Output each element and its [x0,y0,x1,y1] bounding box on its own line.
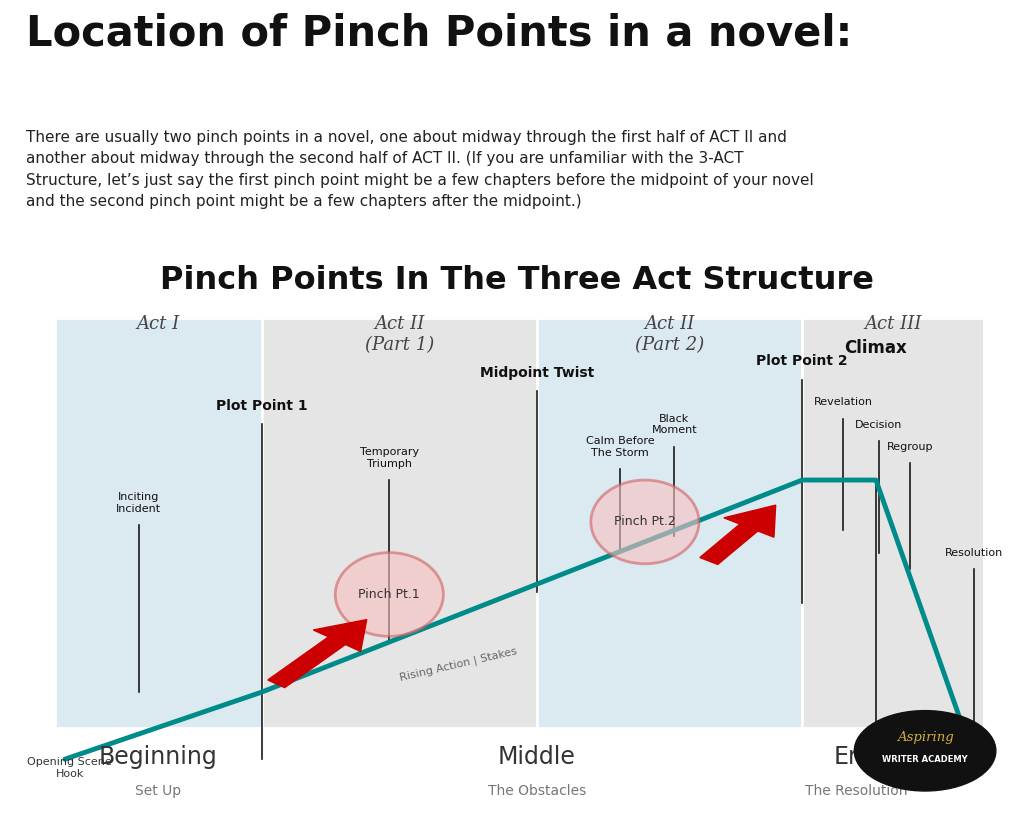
FancyArrow shape [699,505,775,565]
Bar [537,318,802,729]
Text: Resolution: Resolution [945,548,1004,558]
Circle shape [854,711,996,791]
Text: Middle: Middle [498,745,575,769]
Text: Calm Before
The Storm: Calm Before The Storm [586,436,654,458]
Text: Aspiring: Aspiring [897,731,953,744]
Text: Inciting
Incident: Inciting Incident [116,492,161,513]
Ellipse shape [335,553,443,637]
Text: Revelation: Revelation [814,398,873,408]
Text: WRITER ACADEMY: WRITER ACADEMY [883,756,968,764]
Text: Midpoint Twist: Midpoint Twist [479,366,594,380]
Bar [261,318,537,729]
Text: Beginning: Beginning [99,745,218,769]
Text: Act III: Act III [864,315,922,333]
Text: There are usually two pinch points in a novel, one about midway through the firs: There are usually two pinch points in a … [26,130,813,209]
Text: Location of Pinch Points in a novel:: Location of Pinch Points in a novel: [26,12,852,55]
Text: Plot Point 1: Plot Point 1 [216,399,307,413]
Text: Decision: Decision [855,420,902,430]
FancyArrow shape [268,619,367,688]
Text: Pinch Points In The Three Act Structure: Pinch Points In The Three Act Structure [160,265,874,296]
Bar [802,318,984,729]
Text: Plot Point 2: Plot Point 2 [757,355,848,368]
Text: Pinch Pt.1: Pinch Pt.1 [358,588,420,601]
Ellipse shape [591,480,699,564]
Bar [55,318,261,729]
Text: The Obstacles: The Obstacles [487,784,586,799]
Text: Act I: Act I [136,315,180,333]
Text: Act II
(Part 2): Act II (Part 2) [635,315,705,355]
Text: Rising Action | Stakes: Rising Action | Stakes [398,645,518,683]
Text: Pinch Pt.2: Pinch Pt.2 [614,515,676,528]
Text: Temporary
Triumph: Temporary Triumph [359,447,419,469]
Text: Act II
(Part 1): Act II (Part 1) [365,315,434,355]
Text: The Resolution: The Resolution [805,784,907,799]
Text: Black
Moment: Black Moment [651,414,697,435]
Text: Set Up: Set Up [135,784,181,799]
Text: Regroup: Regroup [887,442,934,452]
Text: End: End [834,745,879,769]
Text: Opening Scene
Hook: Opening Scene Hook [28,757,113,778]
Text: Climax: Climax [845,339,907,357]
